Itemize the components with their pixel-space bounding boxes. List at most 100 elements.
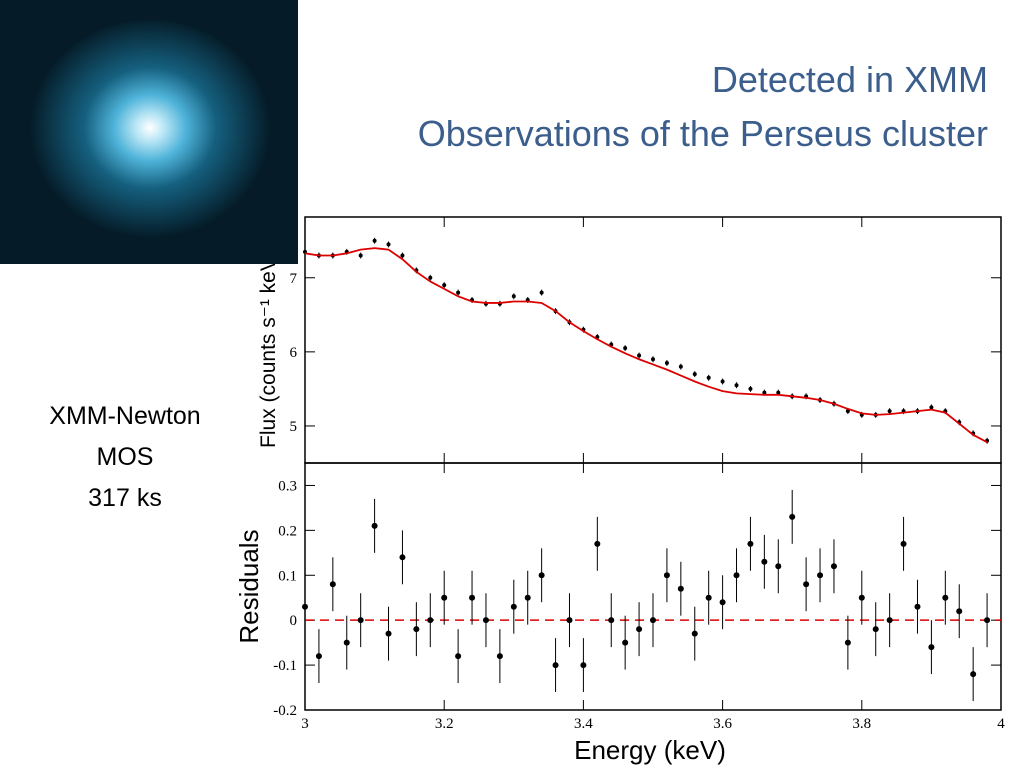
data-point bbox=[372, 238, 377, 243]
data-point bbox=[357, 617, 364, 624]
data-point bbox=[956, 608, 963, 615]
data-point bbox=[623, 346, 628, 351]
x-tick-label: 4 bbox=[997, 716, 1005, 732]
data-point bbox=[775, 563, 782, 570]
data-point bbox=[705, 594, 712, 601]
data-point bbox=[399, 554, 406, 561]
data-point bbox=[887, 409, 892, 414]
data-point bbox=[844, 639, 851, 646]
x-tick-label: 3.6 bbox=[713, 716, 732, 732]
data-point bbox=[900, 540, 907, 547]
data-point bbox=[762, 390, 767, 395]
data-point bbox=[706, 375, 711, 380]
x-tick-label: 3.2 bbox=[435, 716, 454, 732]
data-point bbox=[637, 353, 642, 358]
data-point bbox=[608, 617, 615, 624]
y-axis-label: Flux (counts s⁻¹ keV⁻¹) bbox=[257, 232, 280, 448]
data-point bbox=[455, 653, 462, 660]
plot-frame bbox=[304, 462, 1002, 711]
data-point bbox=[914, 603, 921, 610]
data-point bbox=[496, 653, 503, 660]
data-point bbox=[691, 630, 698, 637]
data-point bbox=[650, 617, 656, 624]
data-point bbox=[858, 594, 865, 601]
data-point bbox=[664, 360, 669, 365]
data-point bbox=[761, 558, 768, 565]
y-tick-label: -0.1 bbox=[273, 658, 297, 674]
y-tick-label: 0.3 bbox=[278, 478, 297, 494]
data-point bbox=[747, 540, 754, 547]
plot-frame bbox=[304, 216, 1002, 464]
data-point bbox=[942, 594, 949, 601]
data-point bbox=[651, 357, 655, 362]
data-point bbox=[538, 572, 545, 579]
data-point bbox=[385, 630, 392, 637]
data-point bbox=[677, 585, 684, 592]
data-point bbox=[371, 522, 378, 529]
y-tick-label: 7 bbox=[290, 271, 298, 287]
data-point bbox=[663, 572, 670, 579]
data-point bbox=[720, 379, 725, 384]
data-point bbox=[413, 626, 420, 633]
data-point bbox=[748, 386, 753, 391]
data-point bbox=[302, 603, 308, 610]
data-point bbox=[678, 364, 683, 369]
data-point bbox=[482, 617, 489, 624]
data-point bbox=[566, 617, 573, 624]
y-tick-label: 6 bbox=[290, 345, 298, 361]
y-tick-label: -0.2 bbox=[273, 703, 297, 719]
data-point bbox=[872, 626, 879, 633]
data-point bbox=[442, 283, 447, 288]
cluster-glow bbox=[30, 20, 270, 240]
data-point bbox=[386, 242, 391, 247]
data-point bbox=[358, 253, 363, 258]
data-point bbox=[733, 572, 740, 579]
y-tick-label: 0 bbox=[290, 613, 298, 629]
caption-line: XMM-Newton bbox=[49, 402, 200, 430]
data-point bbox=[970, 671, 977, 678]
data-point bbox=[636, 626, 643, 633]
data-point bbox=[400, 253, 405, 258]
data-point bbox=[817, 572, 824, 579]
data-point bbox=[469, 594, 476, 601]
data-point bbox=[343, 639, 350, 646]
data-point bbox=[456, 290, 461, 295]
data-point bbox=[580, 662, 587, 669]
data-point bbox=[622, 639, 629, 646]
y-tick-label: 5 bbox=[290, 419, 298, 435]
data-point bbox=[886, 617, 893, 624]
data-point bbox=[329, 581, 336, 588]
y-axis-label: Residuals bbox=[234, 529, 264, 643]
y-tick-label: 0.2 bbox=[278, 523, 297, 539]
data-point bbox=[524, 594, 531, 601]
data-point bbox=[692, 372, 697, 377]
title-line: Observations of the Perseus cluster bbox=[418, 113, 988, 154]
data-point bbox=[830, 563, 837, 570]
data-point bbox=[427, 617, 434, 624]
caption-line: MOS bbox=[97, 443, 154, 471]
x-tick-label: 3.8 bbox=[852, 716, 871, 732]
plots: 5 6 7 Flux (counts s⁻¹ keV⁻¹) 3 3.2 3.4 3.6 3.8 4… bbox=[234, 216, 1005, 765]
x-tick-label: 3 bbox=[301, 716, 309, 732]
data-point bbox=[803, 581, 810, 588]
model-line bbox=[304, 247, 988, 444]
title-line: Detected in XMM bbox=[712, 59, 988, 100]
data-point bbox=[428, 275, 433, 280]
data-point bbox=[984, 617, 991, 624]
data-point bbox=[719, 599, 726, 606]
data-point bbox=[539, 290, 544, 295]
data-point bbox=[511, 294, 516, 299]
data-point bbox=[552, 662, 559, 669]
data-point bbox=[929, 405, 934, 410]
data-point bbox=[776, 390, 781, 395]
data-point bbox=[441, 594, 448, 601]
x-axis-label: Energy (keV) bbox=[574, 735, 726, 765]
data-point bbox=[734, 383, 739, 388]
y-tick-label: 0.1 bbox=[278, 568, 297, 584]
data-point bbox=[510, 603, 517, 610]
data-point bbox=[789, 513, 796, 520]
data-point bbox=[594, 540, 601, 547]
caption-line: 317 ks bbox=[88, 484, 162, 512]
